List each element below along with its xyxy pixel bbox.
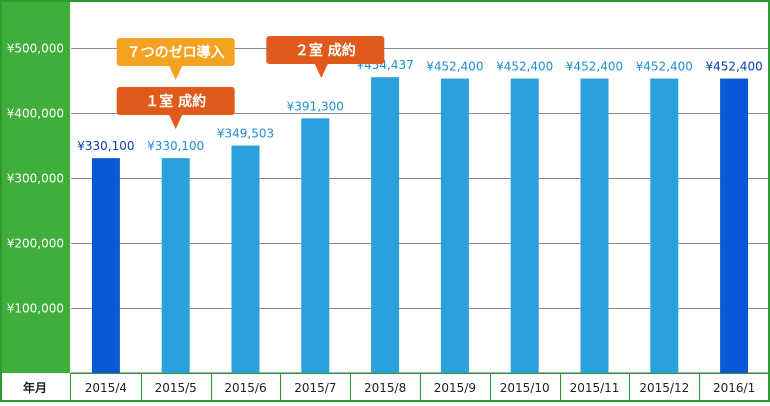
data-label: ¥330,100 [77,139,134,153]
bar [371,77,400,374]
bar [580,78,609,374]
data-label: ¥349,503 [217,127,274,141]
bar [720,78,749,374]
bar [231,145,260,373]
x-axis-row-background [0,373,770,402]
data-label: ¥452,400 [496,60,553,74]
x-tick-label: 2015/10 [500,381,550,395]
data-label: ¥391,300 [287,99,344,113]
x-tick-label: 2015/12 [639,381,689,395]
annotation-callout: ７つのゼロ導入 [116,38,235,80]
x-tick-label: 2015/9 [434,381,476,395]
annotation-pointer [314,63,329,78]
bar [161,158,190,373]
x-tick-label: 2015/4 [85,381,127,395]
x-axis-row: 年月 2015/4 2015/5 2015/6 2015/7 2015/8 2015/9 2… [0,373,770,402]
bar [650,78,679,374]
annotation-text: ７つのゼロ導入 [127,44,225,61]
bar [301,118,330,373]
data-labels: ¥330,100 ¥330,100¥349,503¥391,300¥454,437… [77,58,762,153]
annotation-text: １室 成約 [145,93,206,110]
y-tick-label: ¥100,000 [7,302,64,316]
annotation-callout: １室 成約 [116,87,235,129]
bar [91,158,120,373]
x-tick-label: 2015/8 [364,381,406,395]
x-tick-label: 2015/11 [570,381,620,395]
x-tick-label: 2015/7 [294,381,336,395]
data-label: ¥452,400 [705,60,762,74]
data-label: ¥452,400 [426,60,483,74]
annotation-box [266,36,385,64]
y-axis-tick-labels: ¥100,000 ¥200,000 ¥300,000 ¥400,000 ¥500,000 [7,42,64,316]
data-label: ¥452,400 [636,60,693,74]
annotation-box [116,87,235,115]
data-label: ¥330,100 [147,139,204,153]
annotation-callout: ２室 成約 [266,36,385,78]
x-tick-label: 2015/5 [155,381,197,395]
annotation-text: ２室 成約 [295,42,356,59]
bars [91,77,749,374]
x-tick-label: 2016/1 [713,381,755,395]
y-tick-label: ¥200,000 [7,237,64,251]
bar [440,78,469,374]
y-axis-panel [0,0,70,373]
x-axis-header: 年月 [23,380,47,395]
annotation-pointer [168,114,183,129]
x-tick-label: 2015/6 [224,381,266,395]
annotation-pointer [168,65,183,80]
data-label: ¥452,400 [566,60,623,74]
y-tick-label: ¥400,000 [7,107,64,121]
annotations: ７つのゼロ導入 １室 成約 ２室 成約 [116,36,385,129]
annotation-box [116,38,235,66]
y-tick-label: ¥300,000 [7,172,64,186]
bar [510,78,539,374]
y-tick-label: ¥500,000 [7,42,64,56]
